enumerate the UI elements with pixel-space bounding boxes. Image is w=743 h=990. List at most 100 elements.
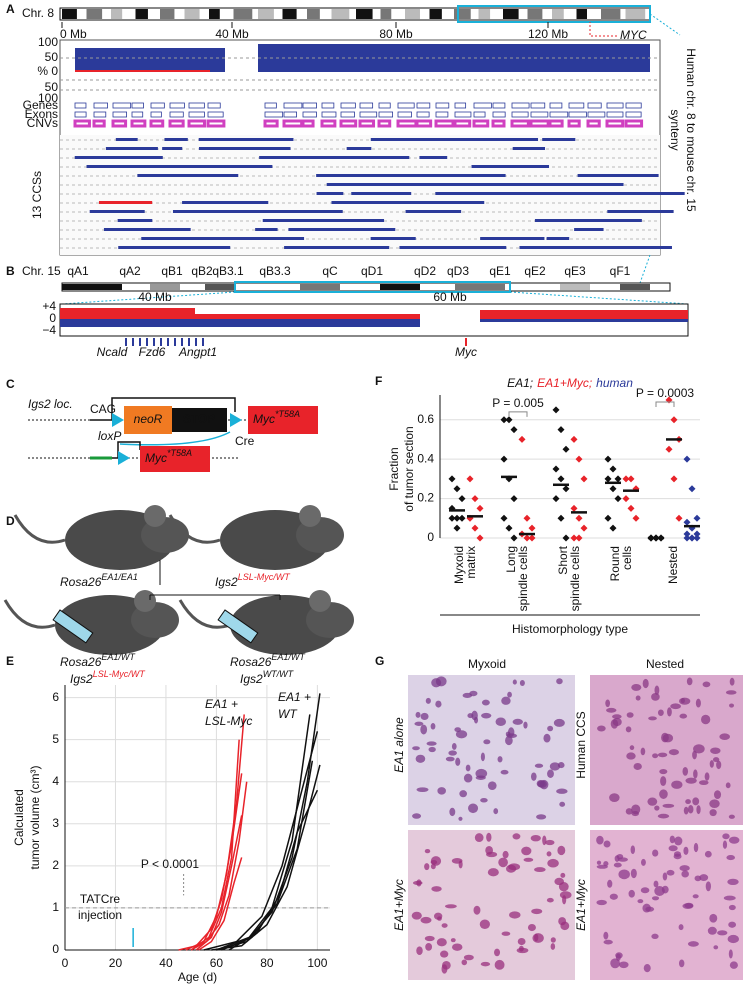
segment bbox=[365, 174, 424, 177]
genotype: Igs2WT/WT bbox=[240, 669, 295, 686]
x-tick-label: Round bbox=[608, 546, 622, 581]
nucleus bbox=[481, 712, 492, 719]
segment bbox=[98, 201, 153, 204]
data-point bbox=[552, 406, 560, 414]
band bbox=[380, 9, 392, 19]
data-point bbox=[609, 524, 617, 532]
cn-tick: +4 bbox=[42, 299, 56, 313]
feature bbox=[150, 102, 165, 109]
nucleus bbox=[553, 718, 565, 727]
nucleus bbox=[657, 709, 664, 717]
band bbox=[478, 9, 491, 19]
nucleus bbox=[630, 868, 637, 879]
nucleus bbox=[603, 931, 609, 940]
nucleus bbox=[683, 806, 689, 815]
loss bbox=[60, 319, 420, 327]
band bbox=[331, 9, 350, 19]
nucleus bbox=[687, 941, 699, 947]
growth-curve bbox=[190, 739, 240, 951]
nucleus bbox=[596, 899, 607, 906]
feature bbox=[530, 102, 546, 109]
data-point bbox=[570, 504, 578, 512]
nucleus bbox=[652, 753, 659, 759]
segment bbox=[480, 237, 545, 240]
nucleus bbox=[686, 677, 693, 686]
nucleus bbox=[678, 924, 684, 931]
coverage bbox=[258, 44, 650, 72]
gene-mark bbox=[132, 338, 134, 346]
feature bbox=[131, 102, 144, 109]
growth-curve bbox=[211, 764, 321, 951]
gene-label: MYC bbox=[620, 28, 647, 42]
nucleus bbox=[729, 961, 738, 969]
y-tick-label: 2 bbox=[52, 858, 59, 872]
p-value: P = 0.0003 bbox=[636, 386, 694, 400]
neo-box bbox=[124, 406, 172, 434]
nucleus bbox=[647, 797, 658, 806]
nucleus bbox=[628, 889, 635, 898]
panel-letter: A bbox=[6, 2, 15, 16]
x-tick-label: 80 bbox=[260, 956, 274, 970]
x-tick-label: spindle cells bbox=[568, 546, 582, 611]
nucleus bbox=[543, 733, 551, 743]
track-tick: 50 bbox=[45, 80, 59, 94]
segment bbox=[341, 219, 385, 222]
nucleus bbox=[616, 853, 624, 860]
feature bbox=[472, 119, 490, 128]
band bbox=[560, 284, 590, 290]
band-label: qB3.1 bbox=[212, 264, 244, 278]
panel-letter: F bbox=[375, 374, 382, 388]
nucleus bbox=[420, 724, 428, 735]
data-point bbox=[476, 534, 484, 542]
feature bbox=[92, 119, 106, 128]
nucleus bbox=[430, 856, 442, 866]
nucleus bbox=[692, 797, 700, 806]
feature bbox=[93, 102, 108, 109]
nucleus bbox=[458, 816, 463, 821]
segment bbox=[566, 246, 672, 249]
data-point bbox=[510, 534, 518, 542]
data-point bbox=[453, 485, 461, 493]
nucleus bbox=[654, 685, 660, 696]
feature bbox=[491, 119, 506, 128]
nucleus bbox=[471, 710, 478, 721]
feature bbox=[434, 119, 455, 128]
gene-mark bbox=[181, 338, 183, 346]
feature bbox=[321, 111, 337, 118]
nucleus bbox=[696, 805, 701, 815]
nucleus bbox=[678, 959, 685, 968]
nucleus bbox=[657, 813, 670, 819]
nucleus bbox=[662, 872, 668, 881]
nucleus bbox=[659, 768, 668, 775]
band bbox=[86, 9, 103, 19]
nucleus bbox=[527, 923, 536, 932]
x-axis-label: Age (d) bbox=[178, 970, 217, 984]
legend-entry: LSL-Myc bbox=[205, 714, 252, 728]
segment bbox=[118, 246, 158, 249]
band bbox=[282, 9, 297, 19]
nucleus bbox=[666, 869, 675, 876]
nucleus bbox=[716, 760, 722, 770]
segment bbox=[198, 138, 294, 141]
data-point bbox=[510, 426, 518, 434]
feature bbox=[339, 119, 358, 128]
nucleus bbox=[431, 886, 442, 892]
genotype-base: Igs2 bbox=[215, 575, 238, 589]
segment bbox=[490, 192, 581, 195]
nucleus bbox=[687, 804, 694, 814]
nucleus bbox=[425, 697, 431, 704]
segment bbox=[226, 147, 291, 150]
data-point bbox=[604, 455, 612, 463]
segment bbox=[542, 138, 576, 141]
nucleus bbox=[631, 811, 640, 817]
segment bbox=[439, 138, 539, 141]
nucleus bbox=[728, 814, 735, 819]
band bbox=[552, 9, 564, 19]
segment bbox=[74, 156, 163, 159]
title-part: human bbox=[596, 376, 633, 390]
band-label: qE3 bbox=[564, 264, 586, 278]
nucleus bbox=[523, 857, 534, 862]
data-point bbox=[552, 495, 560, 503]
feature bbox=[587, 102, 602, 109]
